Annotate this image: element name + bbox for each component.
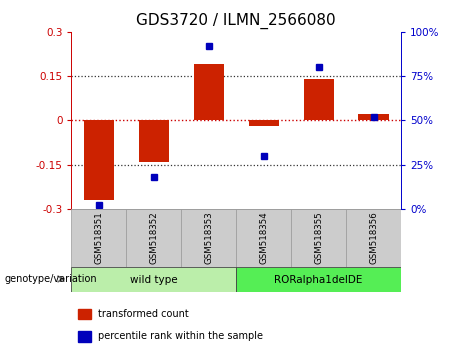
Bar [78,309,91,319]
Text: GSM518353: GSM518353 [204,212,213,264]
Bar [194,64,224,120]
Bar [291,209,346,267]
Text: GSM518354: GSM518354 [259,212,268,264]
Text: transformed count: transformed count [98,309,189,319]
Bar [359,114,389,120]
Text: genotype/variation: genotype/variation [5,274,97,284]
Bar [71,209,126,267]
Bar [303,79,334,120]
Bar [71,267,236,292]
Text: wild type: wild type [130,275,177,285]
Text: RORalpha1delDE: RORalpha1delDE [274,275,363,285]
Bar [248,120,279,126]
Text: GSM518356: GSM518356 [369,212,378,264]
Title: GDS3720 / ILMN_2566080: GDS3720 / ILMN_2566080 [136,13,336,29]
Bar [84,120,114,200]
Bar [346,209,401,267]
Text: GSM518352: GSM518352 [149,212,159,264]
Bar [181,209,236,267]
Text: percentile rank within the sample: percentile rank within the sample [98,331,263,342]
Bar [139,120,169,162]
Bar [236,267,401,292]
Bar [78,331,91,342]
Bar [126,209,181,267]
Text: GSM518351: GSM518351 [95,212,103,264]
Text: GSM518355: GSM518355 [314,212,323,264]
Bar [236,209,291,267]
